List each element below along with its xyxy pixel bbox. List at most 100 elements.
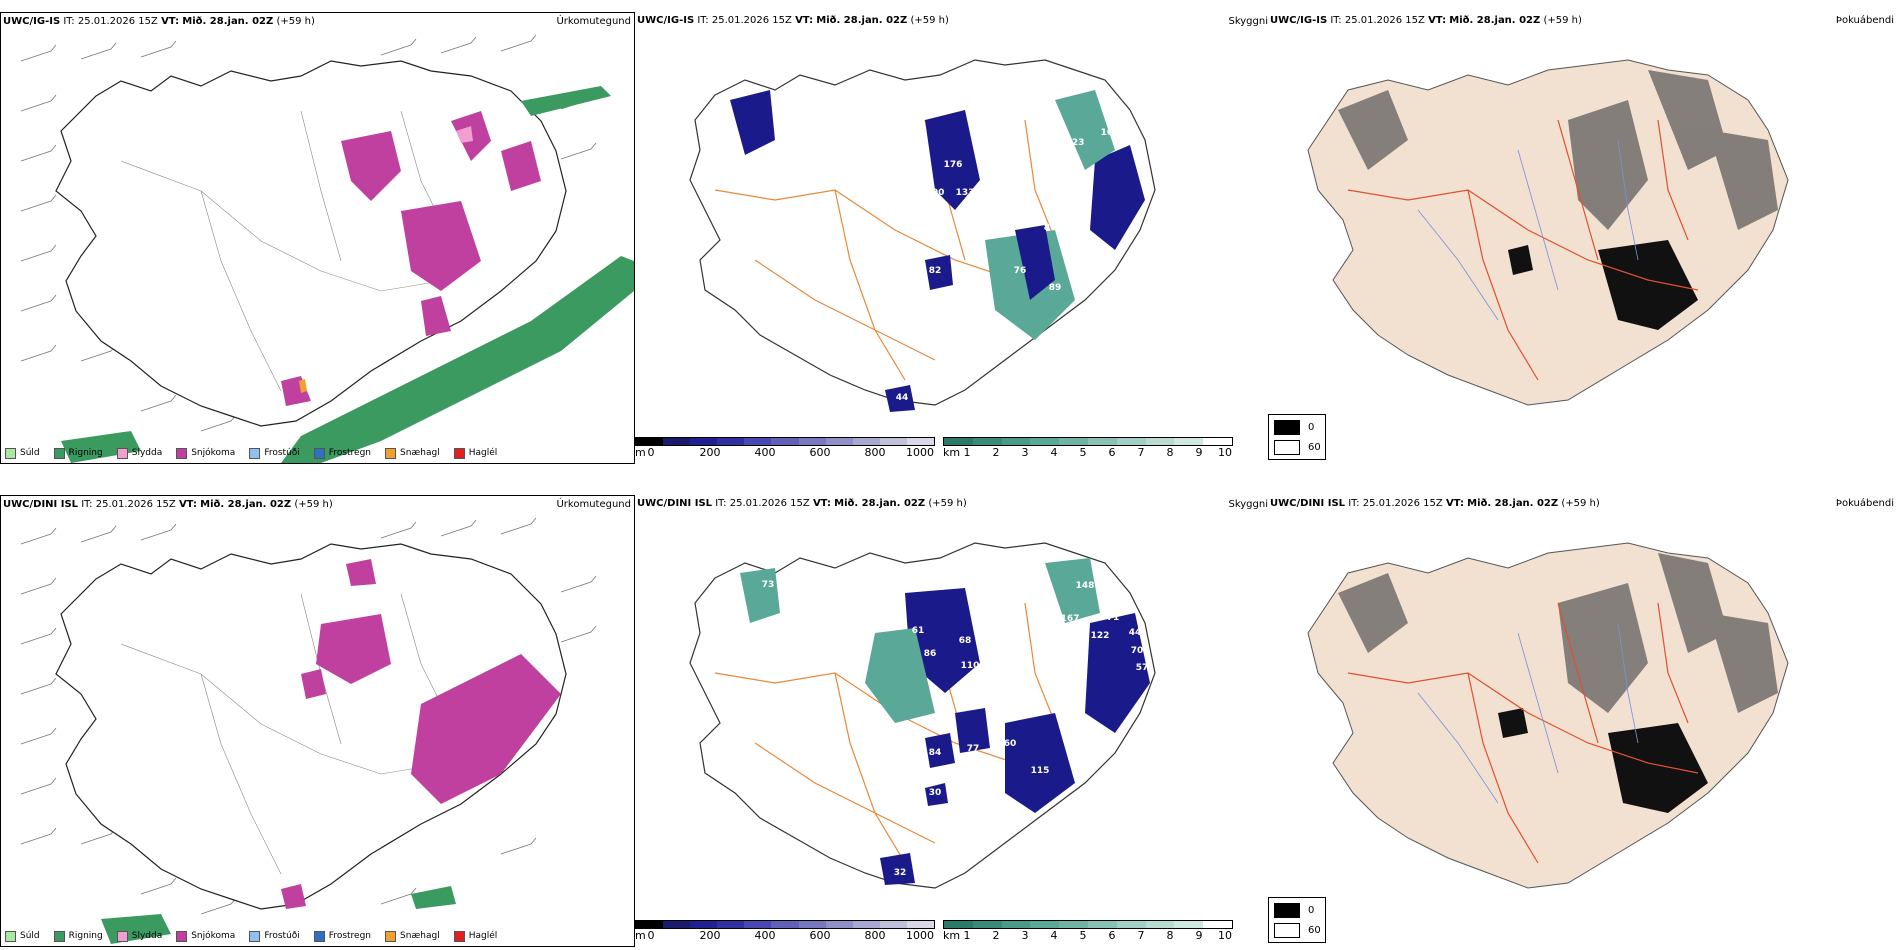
precip-legend-0: Súld Rigning Slydda Snjókoma Frostúði Fr… [5, 445, 511, 461]
legend-swatch [5, 930, 16, 942]
fog-map-1 [1307, 542, 1789, 889]
colorbar-tick: 2 [992, 446, 1000, 459]
vis-label: 148 [1076, 581, 1095, 591]
colorbar-tick: 0 [647, 929, 655, 942]
colorbar-ticks: km 1 2 3 4 5 6 7 8 9 10 [943, 446, 1233, 459]
precip-patches [61, 86, 634, 463]
legend-item: Frostregn [313, 930, 371, 942]
colorbar-tick: 1 [963, 446, 971, 459]
legend-item: Rigning [53, 930, 103, 942]
vis-label: 68 [959, 636, 972, 646]
colorbar-tick: 800 [864, 446, 886, 459]
vis-label: 223 [1066, 138, 1085, 148]
fog-swatch [1274, 903, 1300, 918]
legend-swatch [176, 447, 188, 459]
wind-barbs [20, 34, 597, 432]
legend-swatch [313, 930, 325, 942]
legend-swatch [313, 447, 325, 459]
legend-item: Haglél [453, 930, 497, 942]
legend-item: Snjókoma [176, 447, 235, 459]
colorbar-tick: 9 [1195, 929, 1203, 942]
fog-panel-title: Þokuábendi [1835, 498, 1894, 509]
colorbar-tick: 8 [1166, 446, 1174, 459]
vis-label: 167 [1061, 614, 1080, 624]
colorbar-tick: 1 [963, 929, 971, 942]
fog-legend-row: 60 [1274, 923, 1321, 938]
fog-panel-title: Þokuábendi [1835, 15, 1894, 26]
vis-label: 65 [779, 98, 792, 108]
colorbar-tick: 9 [1195, 446, 1203, 459]
vis-label: 83 [964, 271, 977, 281]
legend-swatch [249, 930, 261, 942]
legend-item: Snjókoma [176, 930, 235, 942]
panel-title: UWC/IG-IS IT: 25.01.2026 15Z VT: Mið. 28… [3, 16, 315, 27]
legend-swatch [116, 447, 128, 459]
colorbar-tick: 1000 [906, 929, 934, 942]
fog-dense-area [1598, 240, 1698, 330]
vis-label: 69 [1084, 273, 1097, 283]
colorbar-tick: 400 [754, 929, 776, 942]
model-name: UWC/IG-IS [3, 16, 61, 27]
fog-swatch [1274, 420, 1300, 435]
colorbar-cells [635, 437, 935, 446]
fog-map-0 [1307, 59, 1789, 406]
legend-swatch [453, 447, 465, 459]
vis-label: 168 [966, 203, 985, 213]
colorbar-unit: m [635, 446, 646, 459]
fog-shading [1338, 70, 1778, 230]
colorbar-tick: 4 [1050, 929, 1058, 942]
vis-label: 133 [956, 188, 975, 198]
fog-dense-area [1508, 245, 1533, 275]
fog-dense-area [1608, 723, 1708, 813]
panel-title: UWC/DINI ISL IT: 25.01.2026 15Z VT: Mið.… [1270, 498, 1600, 509]
legend-swatch [249, 447, 261, 459]
precip-panel-title: Úrkomutegund [556, 499, 631, 510]
legend-item: Slydda [116, 447, 162, 459]
vis-label: 176 [944, 160, 963, 170]
colorbar-tick: 600 [809, 929, 831, 942]
panel-title: UWC/DINI ISL IT: 25.01.2026 15Z VT: Mið.… [637, 498, 967, 509]
fog-legend-0: 0 60 [1268, 414, 1326, 460]
vis-label: 70 [1131, 646, 1144, 656]
vis-label: 100 [926, 188, 945, 198]
iceland-outline [55, 60, 567, 427]
visibility-colorbar-0: km 1 2 3 4 5 6 7 8 9 10 [943, 437, 1233, 459]
legend-swatch [5, 447, 16, 459]
fog-legend-1: 0 60 [1268, 897, 1326, 943]
colorbar-tick: 5 [1079, 446, 1087, 459]
colorbar-tick: 3 [1021, 446, 1029, 459]
vis-label: 30 [929, 788, 942, 798]
colorbar-tick: 4 [1050, 446, 1058, 459]
vis-label: 32 [894, 868, 907, 878]
colorbar-tick: 5 [1079, 929, 1087, 942]
model-name: UWC/DINI ISL [3, 499, 79, 510]
legend-swatch [53, 930, 65, 942]
visibility-map-0: 91 47 82 83 76 89 69 44 44 65 37 100 133… [689, 59, 1156, 412]
precip-panel-title: Úrkomutegund [556, 16, 631, 27]
legend-item: Slydda [116, 930, 162, 942]
legend-swatch [53, 447, 65, 459]
colorbar-unit: km [943, 929, 961, 942]
vis-label: 60 [1004, 739, 1017, 749]
vis-label: 82 [929, 266, 942, 276]
vis-label: 73 [762, 580, 775, 590]
colorbar-tick: 0 [647, 446, 655, 459]
fog-dense-area [1498, 708, 1528, 738]
legend-item: Súld [5, 447, 40, 459]
panel-title: UWC/IG-IS IT: 25.01.2026 15Z VT: Mið. 28… [1270, 15, 1582, 26]
precip-panel-row-1: UWC/DINI ISL IT: 25.01.2026 15Z VT: Mið.… [0, 495, 635, 947]
legend-item: Haglél [453, 447, 497, 459]
vis-label: 86 [1044, 223, 1057, 233]
cloud-base-colorbar-1: m 0 200 400 600 800 1000 [635, 920, 935, 942]
vis-label: 115 [1031, 766, 1050, 776]
colorbar-tick: 400 [754, 446, 776, 459]
vis-label: 61 [912, 626, 925, 636]
vis-label: 44 [1129, 628, 1142, 638]
legend-item: Súld [5, 930, 40, 942]
vis-label: 47 [1124, 138, 1137, 148]
visibility-labels: 91 47 82 83 76 89 69 44 44 65 37 100 133… [754, 98, 1137, 403]
precip-legend-1: Súld Rigning Slydda Snjókoma Frostúði Fr… [5, 928, 511, 944]
colorbar-tick: 7 [1137, 446, 1145, 459]
colorbar-tick: 1000 [906, 446, 934, 459]
colorbar-tick: 200 [699, 929, 721, 942]
